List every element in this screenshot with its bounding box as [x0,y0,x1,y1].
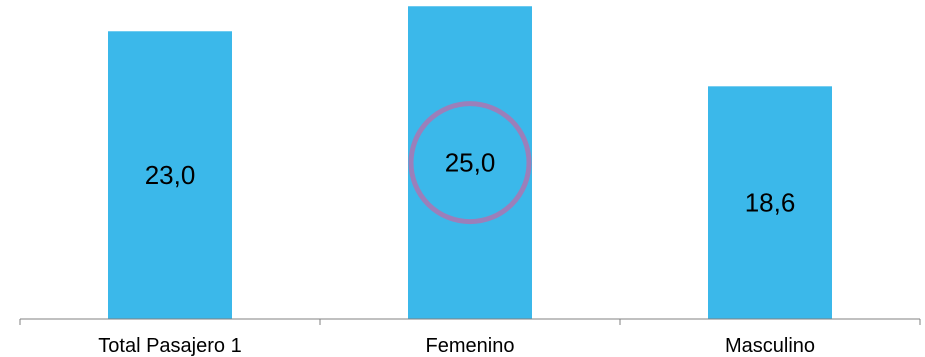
data-label-femenino: 25,0 [445,148,496,178]
data-label-masculino: 18,6 [745,188,796,218]
bars-group [108,6,832,320]
bar-femenino [408,6,532,319]
highlight-group [408,101,532,225]
category-label-femenino: Femenino [426,335,515,357]
bar-total-pasajero-1 [108,31,232,320]
x-axis [19,318,921,325]
category-labels-group: Total Pasajero 1 Femenino Masculino [98,335,815,357]
category-label-total-pasajero-1: Total Pasajero 1 [98,335,241,357]
data-label-total-pasajero-1: 23,0 [145,160,196,190]
highlight-circle [408,101,532,225]
value-labels-group: 23,0 25,0 18,6 [145,148,796,218]
bar-masculino [708,86,832,319]
category-label-masculino: Masculino [725,335,815,357]
